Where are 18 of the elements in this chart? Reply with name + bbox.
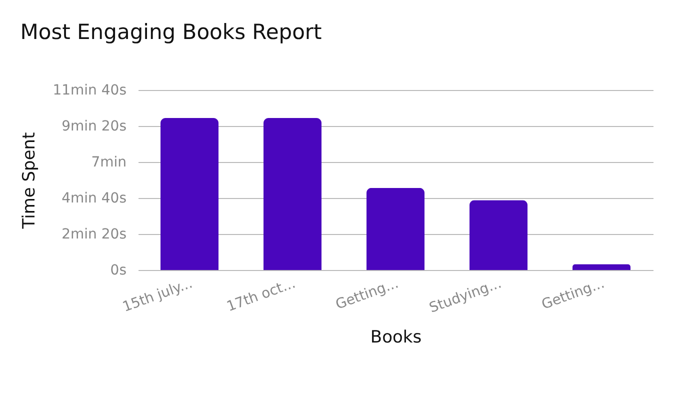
bar: [264, 118, 322, 270]
y-axis-title: Time Spent: [20, 132, 40, 230]
y-tick-label: 7min: [91, 154, 126, 170]
bar: [160, 118, 218, 270]
x-tick-label: 17th oct...: [224, 276, 298, 316]
bar: [470, 200, 528, 270]
y-tick-label: 2min 20s: [62, 226, 126, 242]
x-tick-label: Getting...: [540, 276, 607, 313]
x-axis-title: Books: [370, 327, 422, 348]
x-tick-label: 15th july...: [120, 276, 195, 316]
y-tick-label: 9min 20s: [62, 118, 126, 134]
y-tick-label: 4min 40s: [62, 190, 126, 206]
bar: [366, 188, 424, 270]
chart-title: Most Engaging Books Report: [20, 20, 322, 44]
bar: [572, 264, 630, 270]
x-tick-label: Getting...: [334, 276, 401, 313]
y-tick-label: 0s: [110, 262, 126, 278]
y-tick-label: 11min 40s: [52, 82, 126, 98]
